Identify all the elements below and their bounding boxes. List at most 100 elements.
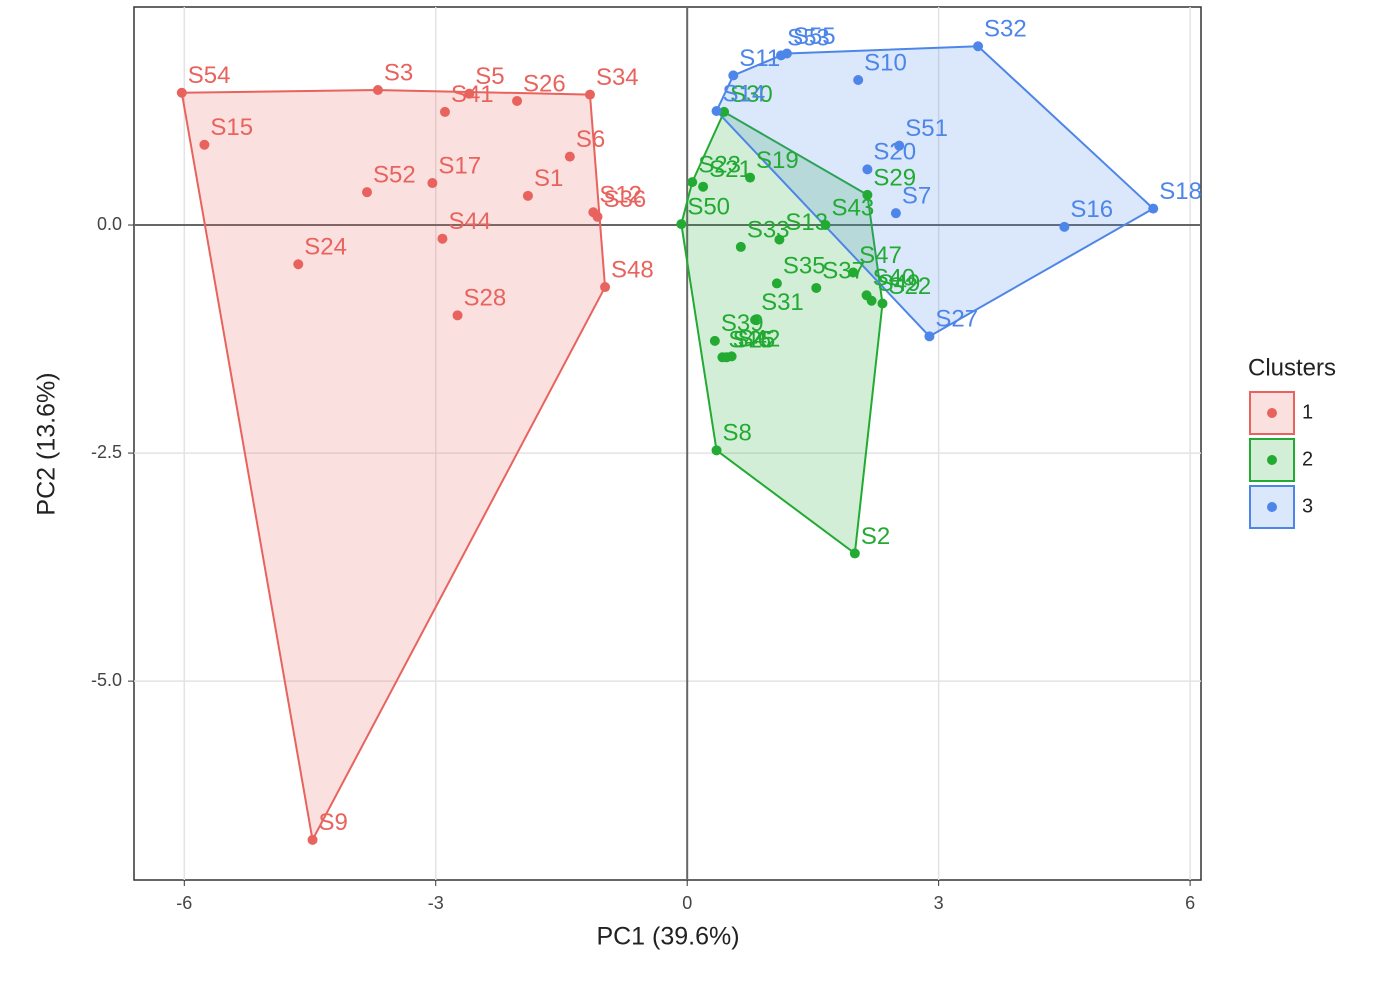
- point-label: S40: [873, 265, 916, 292]
- point: [564, 151, 575, 162]
- legend-label: 2: [1302, 448, 1313, 470]
- point: [862, 189, 873, 200]
- point: [924, 331, 935, 342]
- point-label: S2: [861, 523, 890, 550]
- y-tick-label: -5.0: [91, 670, 122, 690]
- point: [1148, 203, 1159, 214]
- plot-frame: [133, 6, 1202, 881]
- point-label: S44: [448, 208, 491, 235]
- legend-key: [1249, 485, 1295, 529]
- point: [452, 310, 463, 321]
- plot-layer: [134, 7, 1201, 880]
- point: [820, 220, 831, 231]
- point: [973, 41, 984, 52]
- point-label: S9: [319, 809, 348, 836]
- point: [853, 74, 864, 85]
- point-label: S39: [721, 310, 764, 337]
- x-tick-label: 3: [934, 893, 944, 913]
- point: [750, 314, 761, 325]
- point-label: S30: [730, 81, 773, 108]
- point: [293, 259, 304, 270]
- point: [721, 352, 732, 363]
- point-label: S12: [599, 182, 642, 209]
- cluster-hull: [180, 89, 607, 843]
- point-label: S54: [188, 62, 231, 89]
- point-label: S49: [878, 270, 921, 297]
- point-label: S42: [738, 326, 781, 353]
- point-label: S27: [935, 306, 978, 333]
- x-tick-label: -3: [428, 893, 444, 913]
- point-label: S15: [210, 114, 253, 141]
- legend-title: Clusters: [1248, 354, 1336, 381]
- legend-label: 1: [1302, 401, 1313, 423]
- point: [307, 834, 318, 845]
- x-tick-label: 6: [1185, 893, 1195, 913]
- point: [600, 282, 611, 293]
- point: [199, 139, 210, 150]
- point-label: S24: [304, 234, 347, 261]
- point-label: S19: [756, 147, 799, 174]
- point-label: S48: [611, 256, 654, 283]
- x-tick-label: 0: [682, 893, 692, 913]
- point-label: S55: [793, 23, 836, 50]
- point-label: S16: [1070, 196, 1113, 223]
- point: [866, 295, 877, 306]
- point-label: S41: [451, 81, 494, 108]
- point-label: S23: [698, 151, 741, 178]
- point-label: S36: [604, 186, 647, 213]
- x-axis-title: PC1 (39.6%): [596, 923, 739, 951]
- point: [362, 187, 373, 198]
- point-label: S18: [1159, 178, 1202, 205]
- x-tick-label: -6: [176, 893, 192, 913]
- point: [427, 178, 438, 189]
- point: [512, 95, 523, 106]
- point: [437, 233, 448, 244]
- point: [464, 88, 475, 99]
- point-label: S8: [723, 420, 752, 447]
- point: [439, 106, 450, 117]
- point-label: S43: [831, 194, 874, 221]
- point: [698, 181, 709, 192]
- legend-dot: [1267, 408, 1277, 418]
- point: [176, 87, 187, 98]
- point-label: S29: [873, 164, 916, 191]
- point-label: S6: [576, 126, 605, 153]
- point-label: S17: [438, 152, 481, 179]
- point: [735, 241, 746, 252]
- point-label: S51: [905, 115, 948, 142]
- point: [711, 105, 722, 116]
- point: [1059, 221, 1070, 232]
- point-label: S10: [864, 49, 907, 76]
- point: [890, 208, 901, 219]
- cluster-hull: [715, 45, 1155, 338]
- point: [709, 335, 720, 346]
- point: [771, 278, 782, 289]
- point-label: S32: [984, 16, 1027, 43]
- point-label: S21: [709, 156, 752, 183]
- point-label: S7: [902, 183, 931, 210]
- point-label: S5: [475, 63, 504, 90]
- point: [774, 234, 785, 245]
- point: [584, 89, 595, 100]
- point-label: S3: [384, 59, 413, 86]
- point: [848, 267, 859, 278]
- point: [862, 164, 873, 175]
- point: [719, 106, 730, 117]
- y-axis-title: PC2 (13.6%): [33, 372, 61, 515]
- legend-dot: [1267, 455, 1277, 465]
- cluster-hull: [680, 110, 884, 556]
- point: [894, 140, 905, 151]
- point-label: S14: [723, 80, 766, 107]
- legend-dot: [1267, 502, 1277, 512]
- point-label: S25: [733, 327, 776, 354]
- point-label: S50: [687, 193, 730, 220]
- point: [676, 219, 687, 230]
- point: [776, 50, 787, 61]
- point: [592, 211, 603, 222]
- point: [522, 190, 533, 201]
- point-label: S28: [464, 285, 507, 312]
- point: [372, 85, 383, 96]
- point-label: S33: [747, 216, 790, 243]
- point-label: S47: [859, 242, 902, 269]
- point-label: S26: [523, 70, 566, 97]
